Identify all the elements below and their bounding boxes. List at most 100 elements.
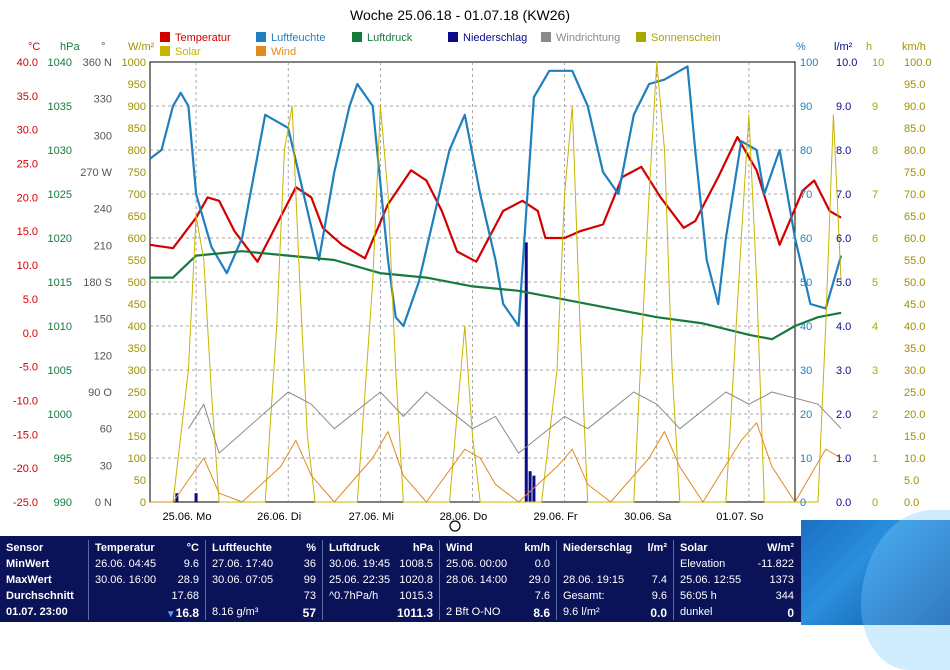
x-tick-label: 30.06. Sa: [624, 511, 672, 523]
temperatur-min-time: 26.06. 04:45: [95, 558, 157, 570]
rain-bar: [524, 242, 528, 502]
luftfeuchte-min-value: 36: [303, 558, 316, 570]
tick-label-humidity: 0: [800, 497, 806, 509]
niederschlag-current-value: 0.0: [650, 606, 667, 620]
wind-unit: km/h: [524, 542, 550, 554]
tick-label-humidity: 90: [800, 101, 812, 113]
luftdruck-max-time: 25.06. 22:35: [329, 574, 391, 586]
solar-max-value: 1373: [769, 574, 794, 586]
tick-label-pressure: 1015: [48, 277, 72, 289]
tick-label-temp: -15.0: [13, 429, 38, 441]
niederschlag-total-value: 9.6: [651, 590, 667, 602]
legend-swatch: [256, 46, 266, 56]
tick-label-wind: 15.0: [904, 431, 925, 443]
sensor-row-avg: Durchschnitt: [6, 590, 74, 602]
tick-label-wind: 80.0: [904, 145, 925, 157]
tick-label-direction: 330: [94, 94, 112, 106]
rain-bar: [528, 471, 532, 502]
x-tick-label: 29.06. Fr: [534, 511, 578, 523]
temperatur-unit: °C: [186, 542, 199, 554]
tick-label-humidity: 10: [800, 453, 812, 465]
tick-label-solar: 50: [134, 475, 146, 487]
tick-label-wind: 55.0: [904, 255, 925, 267]
tick-label-solar: 150: [128, 431, 146, 443]
sensor-row-current: 01.07. 23:00: [6, 606, 68, 618]
tick-label-temp: 5.0: [23, 294, 38, 306]
axis-unit-rain: l/m²: [834, 41, 853, 53]
tick-label-direction: 150: [94, 314, 112, 326]
tick-label-rain: 2.0: [836, 409, 851, 421]
tick-label-wind: 35.0: [904, 343, 925, 355]
rain-bar: [175, 493, 179, 502]
solar-state: dunkel: [680, 606, 713, 618]
tick-label-rain: 7.0: [836, 189, 851, 201]
temperatur-avg-value: 17.68: [171, 590, 199, 602]
legend: Temperatur Solar Luftfeuchte Wind Luftdruck N…: [160, 32, 721, 58]
tick-label-sunhours: 7: [872, 189, 878, 201]
tick-label-wind: 75.0: [904, 167, 925, 179]
wind-max-time: 28.06. 14:00: [446, 574, 508, 586]
sensor-header: Sensor: [6, 542, 44, 554]
chart-background: [0, 0, 950, 536]
desktop-background: [801, 510, 950, 670]
luftfeuchte-min-time: 27.06. 17:40: [212, 558, 274, 570]
solar-current-value: 0: [787, 606, 794, 620]
tick-label-pressure: 1025: [48, 189, 72, 201]
x-tick-label: 25.06. Mo: [163, 511, 212, 523]
tick-label-temp: -25.0: [13, 497, 38, 509]
legend-swatch: [448, 32, 458, 42]
niederschlag-header: Niederschlag: [563, 542, 633, 554]
tick-label-humidity: 50: [800, 277, 812, 289]
tick-label-temp: -5.0: [19, 362, 38, 374]
tick-label-temp: 40.0: [17, 57, 38, 69]
luftdruck-max-value: 1020.8: [399, 574, 433, 586]
tick-label-solar: 250: [128, 387, 146, 399]
luftdruck-trend: ^0.7hPa/h: [329, 590, 379, 602]
tick-label-rain: 5.0: [836, 277, 851, 289]
tick-label-wind: 50.0: [904, 277, 925, 289]
tick-label-wind: 10.0: [904, 453, 925, 465]
tick-label-direction: 90 O: [88, 387, 112, 399]
legend-label: Sonnenschein: [651, 32, 721, 44]
tick-label-sunhours: 2: [872, 409, 878, 421]
tick-label-sunhours: 10: [872, 57, 884, 69]
solar-elevation-value: -11.822: [757, 558, 795, 570]
niederschlag-unit: l/m²: [647, 542, 667, 554]
legend-label: Solar: [175, 46, 201, 58]
wind-beaufort: 2 Bft O-NO: [446, 606, 501, 618]
tick-label-wind: 30.0: [904, 365, 925, 377]
tick-label-solar: 0: [140, 497, 146, 509]
tick-label-sunhours: 6: [872, 233, 878, 245]
tick-label-solar: 650: [128, 211, 146, 223]
legend-label: Temperatur: [175, 32, 231, 44]
tick-label-solar: 800: [128, 145, 146, 157]
luftdruck-current-value: 1011.3: [396, 606, 433, 620]
tick-label-pressure: 1030: [48, 145, 72, 157]
luftfeuchte-current-value: 57: [302, 606, 316, 620]
tick-label-humidity: 60: [800, 233, 812, 245]
tick-label-temp: 20.0: [17, 192, 38, 204]
tick-label-rain: 10.0: [836, 57, 857, 69]
tick-label-wind: 25.0: [904, 387, 925, 399]
tick-label-rain: 3.0: [836, 365, 851, 377]
rain-bar: [532, 475, 536, 502]
tick-label-solar: 600: [128, 233, 146, 245]
tick-label-sunhours: 5: [872, 277, 878, 289]
x-tick-label: 01.07. So: [716, 511, 763, 523]
tick-label-solar: 900: [128, 101, 146, 113]
tick-label-wind: 85.0: [904, 123, 925, 135]
series-line-luftfeuchte: [149, 65, 843, 328]
tick-label-sunhours: 8: [872, 145, 878, 157]
luftfeuchte-column: Luftfeuchte% 27.06. 17:40 36 30.06. 07:05…: [206, 540, 323, 620]
tick-label-solar: 850: [128, 123, 146, 135]
tick-label-humidity: 100: [800, 57, 818, 69]
trend-down-icon: ▼: [165, 609, 176, 620]
tick-label-temp: 30.0: [17, 125, 38, 137]
legend-label: Windrichtung: [556, 32, 620, 44]
sensor-column: Sensor MinWert MaxWert Durchschnitt 01.0…: [0, 540, 89, 620]
tick-label-sunhours: 3: [872, 365, 878, 377]
solar-unit: W/m²: [767, 542, 794, 554]
luftdruck-avg-value: 1015.3: [399, 590, 433, 602]
tick-label-wind: 100.0: [904, 57, 932, 69]
tick-label-direction: 60: [100, 424, 112, 436]
